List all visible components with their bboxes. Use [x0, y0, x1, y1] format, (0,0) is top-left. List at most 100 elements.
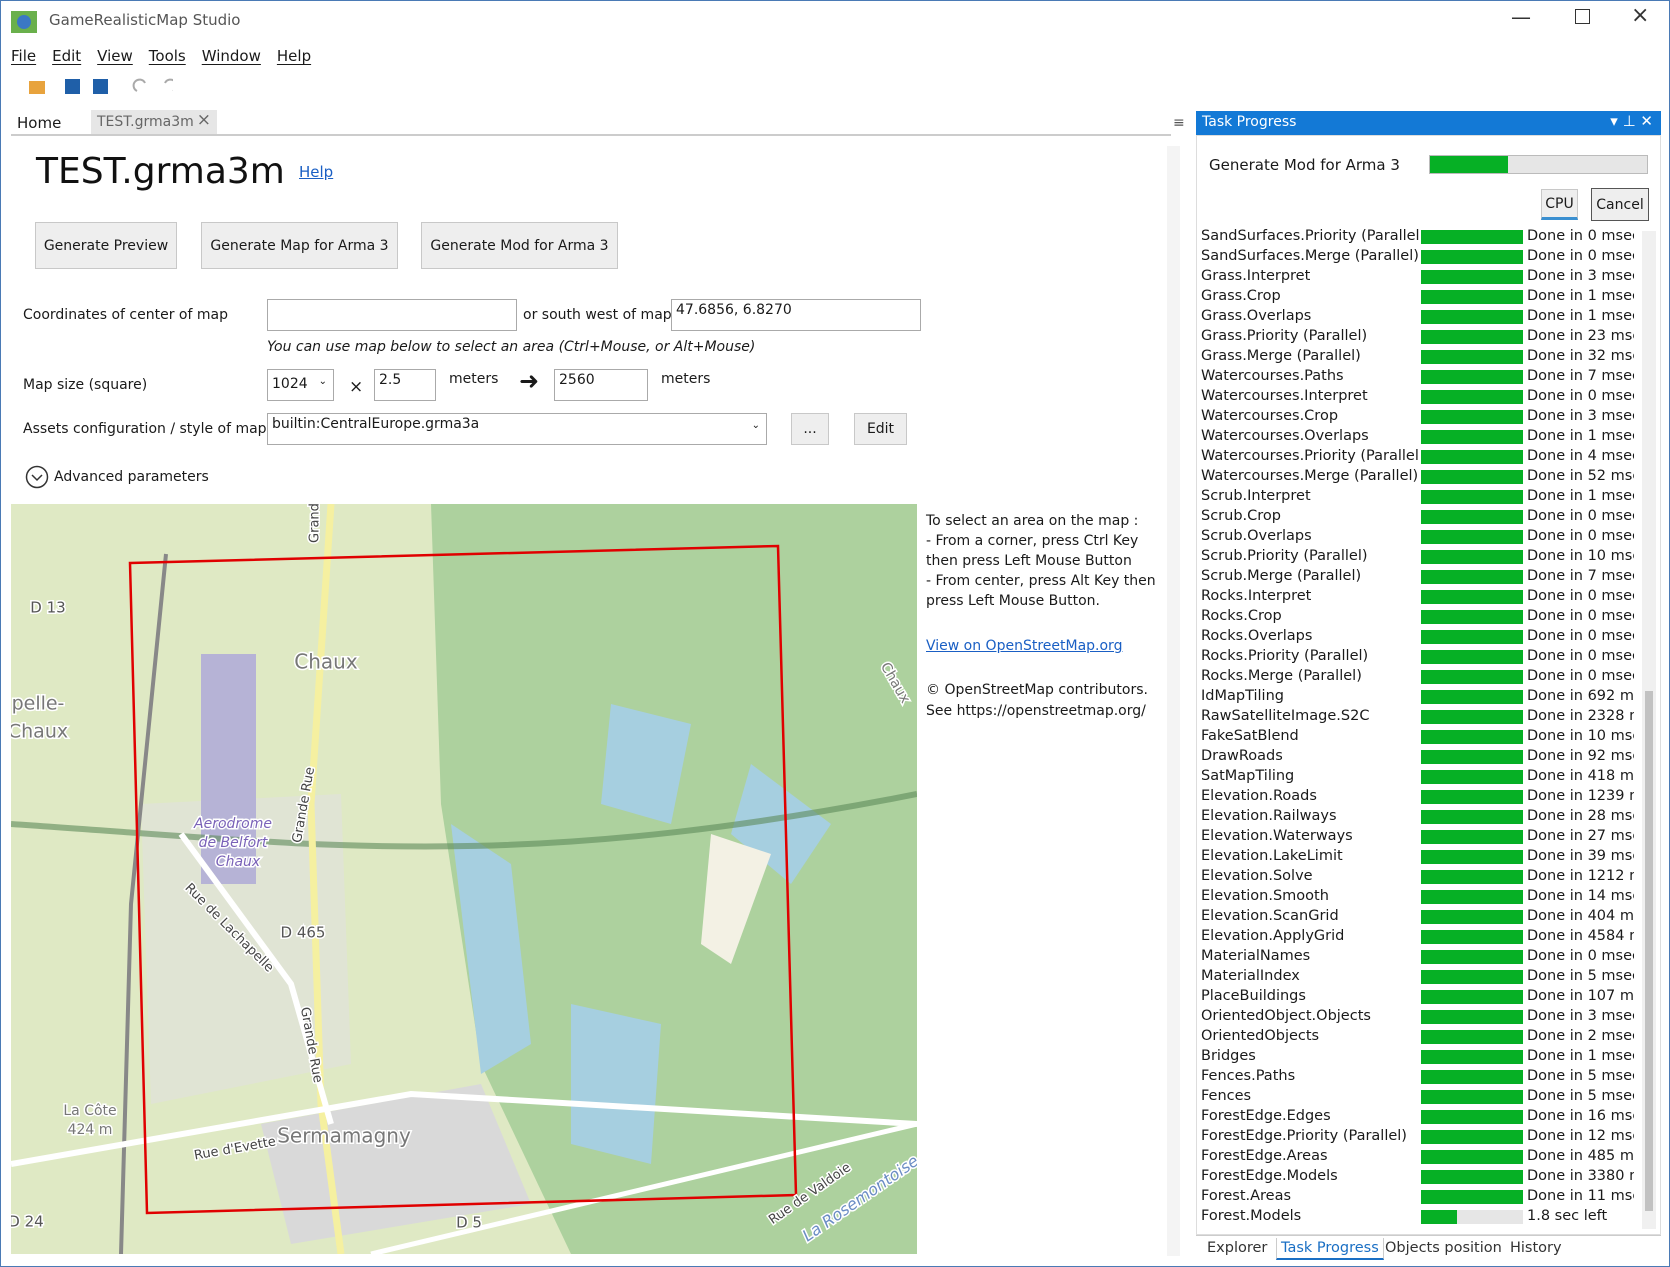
- progress-fill: [1421, 430, 1523, 444]
- task-name: MaterialIndex: [1201, 968, 1300, 984]
- cancel-button[interactable]: Cancel: [1591, 188, 1649, 221]
- panel-menu[interactable]: ≡: [1173, 115, 1185, 131]
- menu-item[interactable]: Edit: [52, 47, 82, 65]
- center-input[interactable]: [267, 299, 517, 331]
- task-row: Forest.Models 1.8 sec left: [1199, 1207, 1635, 1227]
- task-status: Done in 1239 msec: [1527, 788, 1634, 804]
- task-status: Done in 7 msec: [1527, 568, 1634, 584]
- task-row: Elevation.Waterways Done in 27 msec: [1199, 827, 1635, 847]
- task-row: Elevation.ApplyGrid Done in 4584 msec: [1199, 927, 1635, 947]
- minimize[interactable]: —: [1511, 5, 1531, 29]
- task-name: SandSurfaces.Merge (Parallel): [1201, 248, 1419, 264]
- task-row: Elevation.LakeLimit Done in 39 msec: [1199, 847, 1635, 867]
- cell-size-input[interactable]: 2.5: [374, 369, 436, 401]
- map-size-input[interactable]: 2560: [554, 369, 648, 401]
- menu-item[interactable]: Window: [201, 47, 261, 65]
- menu-item[interactable]: Help: [276, 47, 312, 65]
- task-status: Done in 27 msec: [1527, 828, 1634, 844]
- progress-fill: [1421, 690, 1523, 704]
- grid-size-select[interactable]: 1024 ⌄: [267, 369, 334, 401]
- scrollbar[interactable]: [1642, 231, 1656, 1229]
- panel-header: Task Progress ▾ ⊥ ✕: [1196, 111, 1661, 135]
- task-status: Done in 11 msec: [1527, 1188, 1634, 1204]
- task-row: OrientedObject.Objects Done in 3 msec: [1199, 1007, 1635, 1027]
- task-name: Scrub.Interpret: [1201, 488, 1311, 504]
- progress-fill: [1421, 590, 1523, 604]
- south-west-input[interactable]: 47.6856, 6.8270: [671, 299, 921, 331]
- task-row: Scrub.Merge (Parallel) Done in 7 msec: [1199, 567, 1635, 587]
- task-progress: [1421, 730, 1523, 744]
- task-status: Done in 0 msec: [1527, 648, 1634, 664]
- task-progress: [1421, 950, 1523, 964]
- advanced-toggle[interactable]: Advanced parameters: [54, 469, 209, 485]
- task-row: MaterialIndex Done in 5 msec: [1199, 967, 1635, 987]
- menu-item[interactable]: File: [11, 47, 37, 65]
- map-label: Aerodrome: [193, 816, 272, 832]
- task-row: Scrub.Crop Done in 0 msec: [1199, 507, 1635, 527]
- map-label: La Côte: [63, 1103, 116, 1119]
- osm-link[interactable]: View on OpenStreetMap.org: [926, 638, 1123, 654]
- task-name: Elevation.Smooth: [1201, 888, 1329, 904]
- task-name: Watercourses.Crop: [1201, 408, 1339, 424]
- menu-item[interactable]: View: [97, 47, 133, 65]
- times: ×: [349, 377, 364, 397]
- task-name: PlaceBuildings: [1201, 988, 1306, 1004]
- edit-button[interactable]: Edit: [854, 413, 907, 445]
- task-progress: [1421, 270, 1523, 284]
- label: Coordinates of center of map: [23, 307, 228, 323]
- task-progress: [1421, 590, 1523, 604]
- task-progress: [1421, 1150, 1523, 1164]
- bottom-tab[interactable]: Task Progress: [1276, 1238, 1384, 1260]
- tab[interactable]: TEST.grma3m ×: [91, 110, 217, 134]
- map[interactable]: D 13 Chaux pelle- Chaux Aerodrome de Belfort C…: [11, 504, 917, 1254]
- task-status: Done in 4584 msec: [1527, 928, 1634, 944]
- task-progress: [1421, 530, 1523, 544]
- task-status: Done in 7 msec: [1527, 368, 1634, 384]
- cpu-button[interactable]: CPU: [1541, 189, 1578, 220]
- task-progress: [1421, 610, 1523, 624]
- task-row: FakeSatBlend Done in 10 msec: [1199, 727, 1635, 747]
- task-progress: [1421, 310, 1523, 324]
- map-label: D 5: [456, 1214, 482, 1232]
- scrollbar[interactable]: [1167, 146, 1180, 1256]
- progress-fill: [1421, 1210, 1457, 1224]
- task-name: Elevation.Solve: [1201, 868, 1313, 884]
- bottom-tab[interactable]: Explorer: [1207, 1240, 1268, 1256]
- task-name: Forest.Areas: [1201, 1188, 1292, 1204]
- progress-fill: [1421, 1090, 1523, 1104]
- browse-button[interactable]: ...: [791, 413, 829, 445]
- menu-item[interactable]: Tools: [148, 47, 186, 65]
- panel-controls[interactable]: ▾ ⊥ ✕: [1610, 112, 1653, 130]
- close[interactable]: ×: [1631, 3, 1650, 28]
- bottom-tab[interactable]: Objects position: [1385, 1240, 1502, 1256]
- button[interactable]: Generate Map for Arma 3: [201, 222, 398, 269]
- task-name: Scrub.Merge (Parallel): [1201, 568, 1362, 584]
- expand-icon[interactable]: [25, 465, 51, 491]
- tab-close[interactable]: ×: [196, 110, 211, 130]
- task-name: Grass.Interpret: [1201, 268, 1311, 284]
- progress-fill: [1421, 770, 1523, 784]
- progress-fill: [1421, 1110, 1523, 1124]
- tab[interactable]: Home: [17, 114, 62, 132]
- button[interactable]: Generate Preview: [35, 222, 177, 269]
- task-row: Watercourses.Overlaps Done in 1 msec: [1199, 427, 1635, 447]
- panel-title: Task Progress: [1202, 114, 1297, 130]
- progress-fill: [1421, 230, 1523, 244]
- task-name: Grass.Priority (Parallel): [1201, 328, 1368, 344]
- task-name: SandSurfaces.Priority (Parallel): [1201, 229, 1419, 244]
- task-name: Elevation.Railways: [1201, 808, 1337, 824]
- maximize[interactable]: [1575, 9, 1590, 24]
- button[interactable]: Generate Mod for Arma 3: [421, 222, 618, 269]
- task-name: Elevation.ApplyGrid: [1201, 928, 1345, 944]
- label: Map size (square): [23, 377, 148, 393]
- bottom-tab[interactable]: History: [1510, 1240, 1562, 1256]
- task-status: Done in 92 msec: [1527, 748, 1634, 764]
- progress-fill: [1421, 350, 1523, 364]
- assets-select[interactable]: builtin:CentralEurope.grma3a ⌄: [267, 413, 767, 445]
- progress-fill: [1430, 156, 1509, 173]
- help-link[interactable]: Help: [299, 163, 334, 181]
- task-status: Done in 0 msec: [1527, 628, 1634, 644]
- task-progress: [1421, 410, 1523, 424]
- progress-fill: [1421, 930, 1523, 944]
